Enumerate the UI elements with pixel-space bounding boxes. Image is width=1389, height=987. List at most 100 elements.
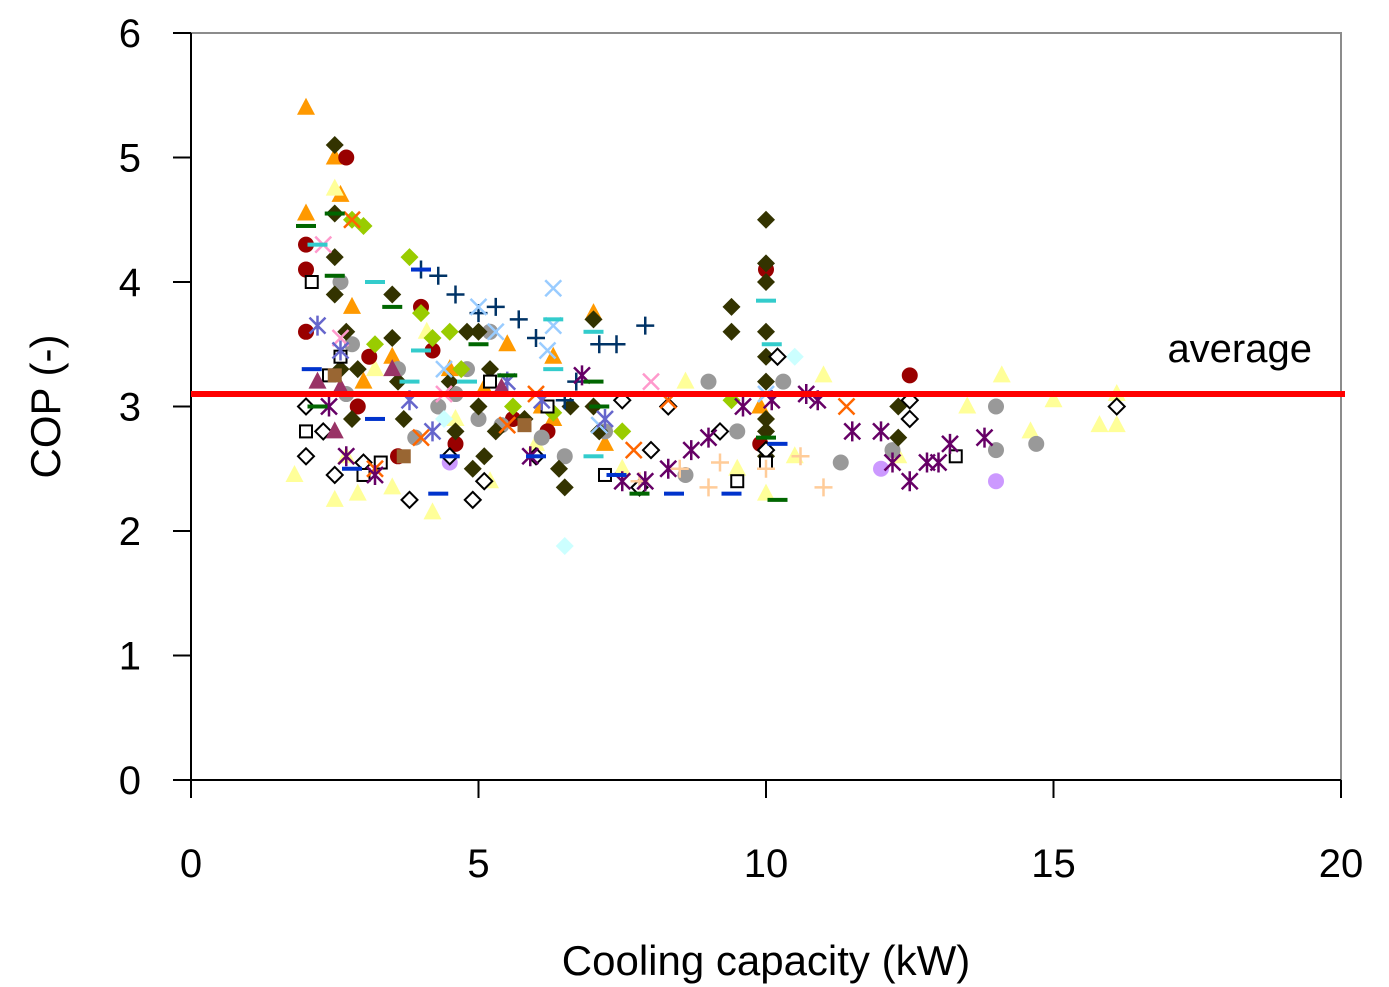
data-point [624, 441, 643, 459]
data-point [699, 478, 718, 497]
data-point [757, 409, 775, 428]
data-point [832, 454, 849, 471]
data-point [486, 297, 505, 316]
data-point [757, 273, 775, 291]
data-point [543, 317, 564, 322]
data-point [1107, 397, 1127, 416]
data-point [365, 280, 385, 284]
data-point [344, 336, 360, 353]
data-point [1028, 435, 1045, 452]
data-point [458, 322, 476, 341]
data-point [423, 502, 442, 520]
data-point [446, 408, 465, 426]
data-point [331, 329, 350, 347]
data-point [400, 248, 419, 267]
data-point [837, 397, 856, 416]
data-point [757, 483, 775, 501]
data-point [677, 466, 694, 483]
data-point [504, 397, 522, 416]
data-point [843, 421, 862, 442]
data-point [889, 428, 908, 447]
data-point [428, 491, 449, 496]
data-point [555, 478, 574, 497]
data-point [642, 372, 660, 391]
data-point [446, 422, 465, 441]
data-point [325, 285, 344, 304]
data-point [470, 410, 487, 427]
data-point [486, 422, 505, 441]
data-point [729, 423, 746, 440]
y-tick-label: 2 [119, 510, 141, 554]
data-point [474, 471, 494, 491]
data-point [767, 497, 788, 502]
data-point [814, 365, 833, 383]
data-point [756, 298, 776, 303]
data-point [641, 440, 661, 460]
data-point [676, 371, 695, 389]
data-point [475, 447, 494, 466]
data-point [366, 359, 384, 377]
data-point [412, 304, 430, 323]
data-point [550, 459, 568, 478]
data-point [556, 448, 573, 465]
data-point [469, 322, 488, 341]
data-point [767, 441, 788, 446]
data-point [517, 418, 532, 433]
data-point [730, 474, 745, 489]
data-point [298, 323, 314, 340]
data-point [354, 216, 373, 235]
data-point [761, 342, 782, 347]
data-point [325, 136, 344, 155]
data-point [361, 348, 378, 365]
data-point [583, 329, 604, 334]
data-point [658, 397, 678, 416]
data-point [872, 421, 890, 442]
data-point [613, 458, 632, 476]
data-point [533, 429, 550, 446]
data-point [734, 396, 752, 417]
data-point [297, 97, 315, 115]
x-tick-label: 5 [467, 842, 489, 886]
data-point [354, 371, 373, 389]
data-point [757, 459, 775, 478]
data-point [543, 367, 564, 372]
data-point [1090, 415, 1109, 433]
data-point [722, 297, 741, 316]
data-point [366, 464, 384, 485]
data-point [757, 322, 775, 341]
data-point [383, 477, 402, 495]
data-point [457, 379, 477, 384]
data-point [423, 329, 442, 348]
data-point [670, 459, 689, 478]
data-point [412, 428, 430, 447]
data-point [757, 372, 775, 391]
data-point [389, 372, 407, 391]
data-point [424, 342, 441, 359]
data-point [349, 398, 366, 415]
data-point [901, 367, 918, 384]
data-point [325, 489, 344, 507]
data-point [900, 409, 920, 429]
data-point [722, 322, 741, 341]
data-point [583, 454, 604, 459]
data-point [636, 316, 655, 335]
data-point [430, 398, 447, 415]
data-point [636, 471, 655, 492]
data-point [629, 491, 650, 496]
data-point [452, 360, 471, 379]
data-point [481, 360, 499, 379]
data-point [498, 416, 517, 435]
data-point [900, 471, 919, 492]
tick-labels: 0 1 2 3 4 5 6 0 5 10 15 20 [119, 12, 1364, 886]
data-point [299, 424, 313, 439]
data-point [313, 421, 333, 441]
data-point [285, 464, 304, 482]
data-point [700, 373, 717, 390]
data-point [757, 254, 775, 273]
data-point [482, 323, 498, 340]
data-point [338, 149, 355, 166]
data-point [756, 435, 776, 440]
data-point [1021, 421, 1040, 439]
data-point [469, 298, 488, 316]
data-point [757, 347, 775, 366]
